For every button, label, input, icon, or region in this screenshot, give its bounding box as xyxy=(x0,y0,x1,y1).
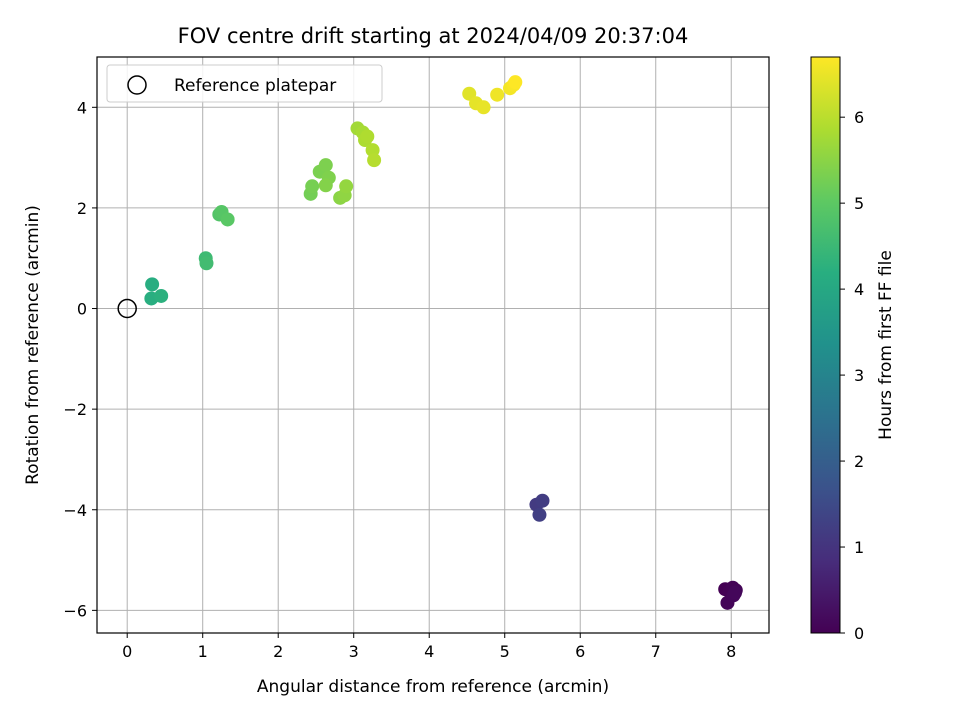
y-tick-label: −4 xyxy=(63,501,87,520)
legend: Reference platepar xyxy=(106,64,383,103)
data-point xyxy=(318,178,333,193)
y-tick-label: 4 xyxy=(77,98,87,117)
data-point xyxy=(339,179,354,194)
colorbar-tick-label: 3 xyxy=(854,366,864,385)
legend-entry-reference: Reference platepar xyxy=(174,76,336,96)
y-tick-label: 2 xyxy=(77,199,87,218)
colorbar-gradient xyxy=(810,56,841,634)
scatter-points xyxy=(144,75,743,610)
x-tick-label: 0 xyxy=(122,642,132,661)
x-tick-label: 6 xyxy=(575,642,585,661)
y-axis-label: Rotation from reference (arcmin) xyxy=(23,205,43,485)
data-point xyxy=(154,288,169,303)
x-tick-label: 2 xyxy=(273,642,283,661)
data-point xyxy=(318,158,333,173)
x-tick-label: 5 xyxy=(500,642,510,661)
colorbar-tick-label: 2 xyxy=(854,452,864,471)
x-tick-label: 3 xyxy=(349,642,359,661)
data-point xyxy=(360,129,375,144)
reference-marker-group xyxy=(117,298,137,319)
x-tick-label: 8 xyxy=(726,642,736,661)
x-axis-label: Angular distance from reference (arcmin) xyxy=(257,677,609,697)
colorbar-tick-label: 4 xyxy=(854,280,864,299)
data-point xyxy=(728,585,743,600)
x-tick-label: 1 xyxy=(198,642,208,661)
legend-box xyxy=(106,64,383,103)
grid xyxy=(97,57,769,633)
y-tick-label: 0 xyxy=(77,300,87,319)
data-point xyxy=(535,493,550,508)
reference-platepar-marker xyxy=(117,298,137,319)
colorbar-ticks: 0 1 2 3 4 5 6 xyxy=(840,108,864,643)
colorbar-tick-label: 5 xyxy=(854,194,864,213)
data-point xyxy=(220,212,235,227)
colorbar-tick-label: 1 xyxy=(854,538,864,557)
y-axis-ticks: −6 −4 −2 0 2 4 xyxy=(63,98,97,620)
y-tick-label: −6 xyxy=(63,601,87,620)
data-point xyxy=(476,100,491,115)
chart-title: FOV centre drift starting at 2024/04/09 … xyxy=(178,24,689,48)
data-point xyxy=(490,87,505,102)
data-point xyxy=(532,507,547,522)
data-point xyxy=(508,75,523,90)
colorbar-tick-label: 0 xyxy=(854,624,864,643)
legend-reference-marker xyxy=(127,75,147,95)
colorbar-label: Hours from first FF file xyxy=(876,250,896,440)
data-point xyxy=(367,153,382,168)
data-point xyxy=(145,277,160,292)
x-tick-label: 4 xyxy=(424,642,434,661)
x-axis-ticks: 0 1 2 3 4 5 6 7 8 xyxy=(122,633,736,661)
colorbar-tick-label: 6 xyxy=(854,108,864,127)
plot-frame xyxy=(96,56,770,634)
colorbar: 0 1 2 3 4 5 6 Hours from first FF file xyxy=(810,56,896,643)
y-tick-label: −2 xyxy=(63,400,87,419)
data-point xyxy=(305,179,320,194)
data-point xyxy=(199,256,214,271)
x-tick-label: 7 xyxy=(651,642,661,661)
